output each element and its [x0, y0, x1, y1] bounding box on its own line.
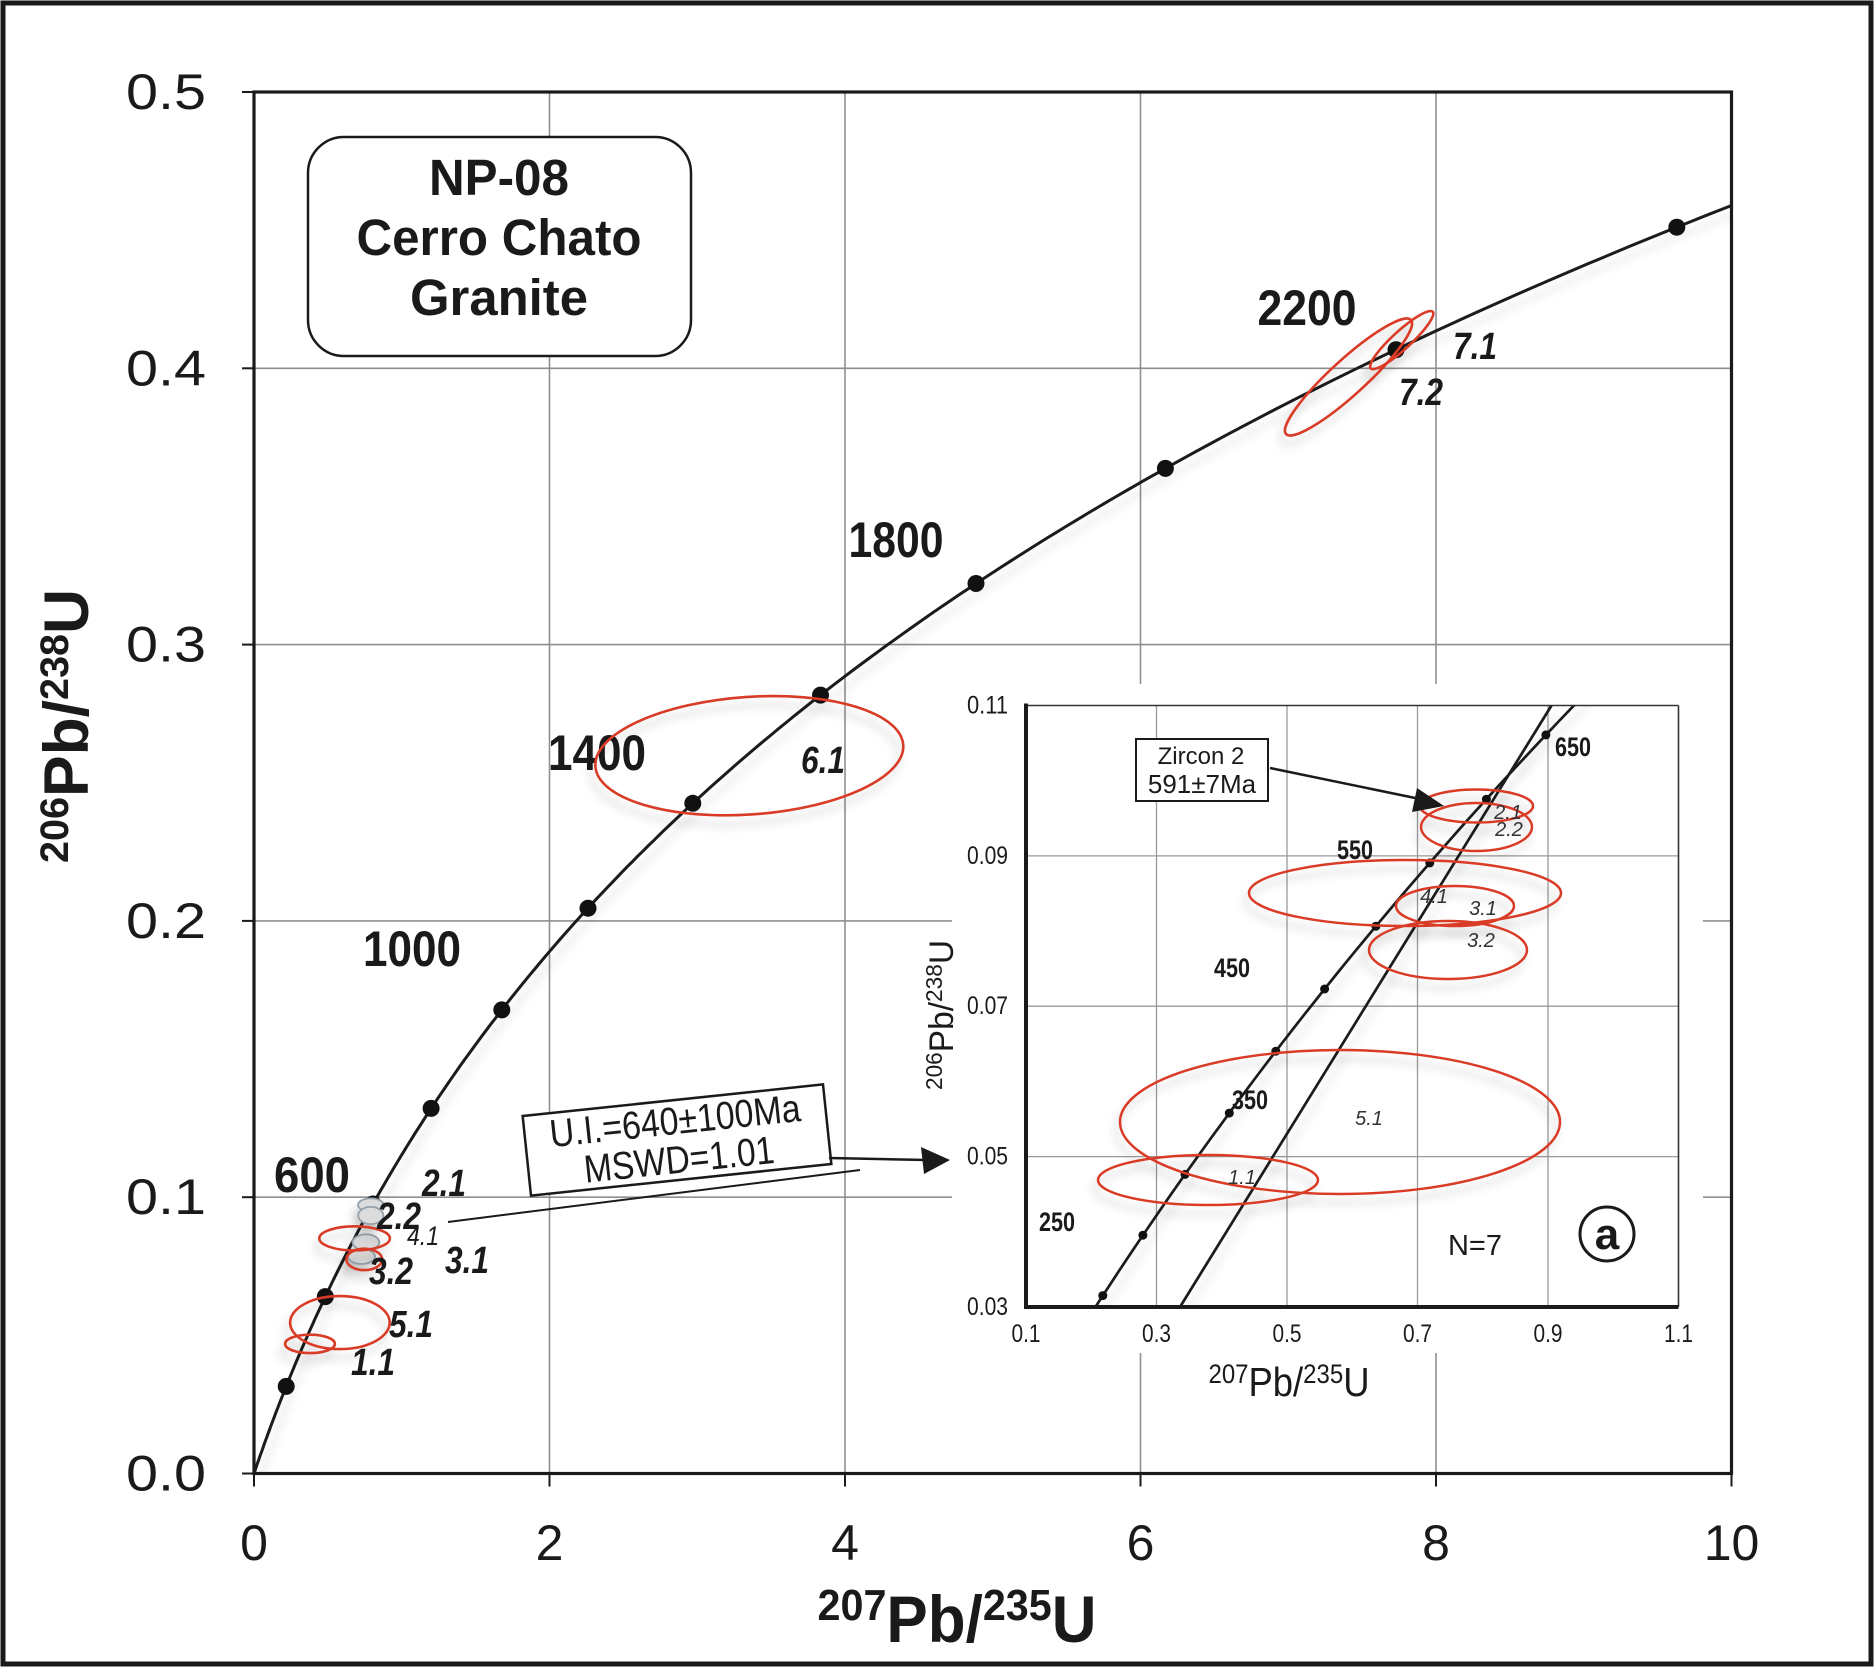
- svg-text:Zircon 2: Zircon 2: [1158, 743, 1245, 770]
- svg-text:0.0: 0.0: [126, 1446, 206, 1502]
- svg-text:650: 650: [1555, 732, 1591, 762]
- svg-text:0.9: 0.9: [1534, 1320, 1563, 1348]
- svg-text:5.1: 5.1: [389, 1304, 433, 1346]
- svg-text:600: 600: [274, 1147, 350, 1203]
- svg-text:0: 0: [240, 1515, 268, 1571]
- svg-text:0.07: 0.07: [967, 992, 1008, 1020]
- svg-text:7.1: 7.1: [1453, 326, 1497, 368]
- svg-text:2.2: 2.2: [376, 1196, 421, 1238]
- svg-text:2200: 2200: [1258, 280, 1357, 336]
- svg-text:1800: 1800: [849, 512, 944, 568]
- svg-text:10: 10: [1704, 1515, 1760, 1571]
- svg-text:0.1: 0.1: [126, 1169, 206, 1225]
- svg-text:0.3: 0.3: [1142, 1320, 1171, 1348]
- svg-text:0.4: 0.4: [126, 340, 206, 396]
- svg-text:3.1: 3.1: [1469, 898, 1497, 920]
- svg-text:2.2: 2.2: [1494, 819, 1523, 841]
- svg-text:3.1: 3.1: [445, 1240, 489, 1282]
- svg-text:0.1: 0.1: [1012, 1320, 1041, 1348]
- svg-text:4.1: 4.1: [1420, 886, 1448, 908]
- svg-text:207Pb/235U: 207Pb/235U: [1209, 1359, 1370, 1405]
- svg-text:1.1: 1.1: [1228, 1167, 1256, 1189]
- svg-text:0.2: 0.2: [126, 893, 206, 949]
- svg-text:0.5: 0.5: [126, 64, 206, 120]
- svg-text:1.1: 1.1: [351, 1342, 395, 1384]
- svg-text:N=7: N=7: [1448, 1230, 1502, 1262]
- svg-text:0.3: 0.3: [126, 617, 206, 673]
- svg-text:4.1: 4.1: [407, 1221, 439, 1251]
- svg-text:a: a: [1595, 1210, 1620, 1259]
- svg-text:6: 6: [1127, 1515, 1155, 1571]
- svg-text:250: 250: [1039, 1207, 1075, 1237]
- svg-text:0.5: 0.5: [1273, 1320, 1302, 1348]
- svg-text:1000: 1000: [363, 921, 461, 977]
- svg-text:206Pb/238U: 206Pb/238U: [921, 940, 961, 1090]
- svg-text:1.1: 1.1: [1664, 1320, 1693, 1348]
- svg-text:2.1: 2.1: [1493, 802, 1522, 824]
- svg-text:591±7Ma: 591±7Ma: [1148, 769, 1257, 799]
- svg-text:0.7: 0.7: [1403, 1320, 1432, 1348]
- svg-text:207Pb/235U: 207Pb/235U: [818, 1581, 1097, 1656]
- svg-text:4: 4: [831, 1515, 859, 1571]
- svg-text:5.1: 5.1: [1355, 1108, 1383, 1130]
- svg-text:Cerro Chato: Cerro Chato: [357, 209, 642, 266]
- svg-text:6.1: 6.1: [801, 740, 845, 782]
- svg-text:0.05: 0.05: [967, 1143, 1008, 1171]
- svg-text:0.11: 0.11: [967, 692, 1008, 720]
- svg-text:3.2: 3.2: [369, 1251, 413, 1293]
- svg-text:0.09: 0.09: [967, 842, 1008, 870]
- svg-text:7.2: 7.2: [1399, 372, 1443, 414]
- svg-text:3.2: 3.2: [1467, 930, 1495, 952]
- svg-text:206Pb/238U: 206Pb/238U: [32, 589, 102, 863]
- svg-text:NP-08: NP-08: [429, 149, 569, 206]
- svg-text:450: 450: [1214, 953, 1250, 983]
- svg-text:350: 350: [1232, 1085, 1268, 1115]
- svg-text:8: 8: [1422, 1515, 1450, 1571]
- svg-text:2.1: 2.1: [421, 1163, 466, 1205]
- svg-text:Granite: Granite: [410, 269, 588, 326]
- svg-text:2: 2: [536, 1515, 564, 1571]
- svg-text:0.03: 0.03: [967, 1293, 1008, 1321]
